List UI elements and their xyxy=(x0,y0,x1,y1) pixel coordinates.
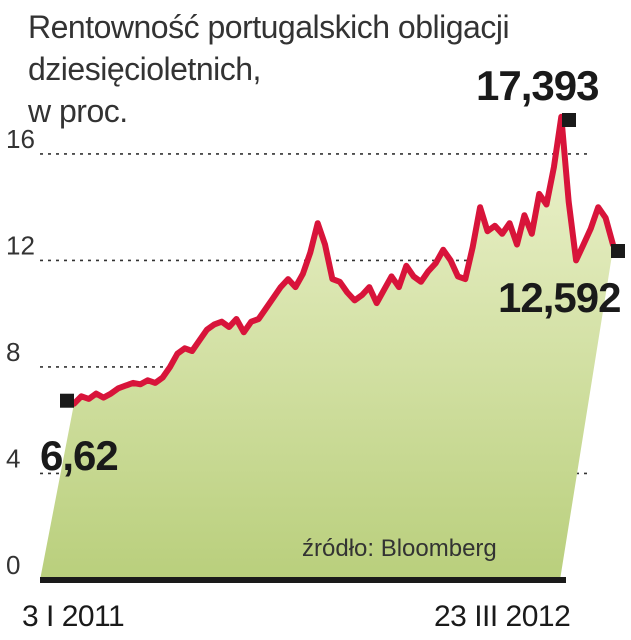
data-point xyxy=(241,330,246,335)
data-point xyxy=(204,327,209,332)
data-point xyxy=(123,383,128,388)
data-point xyxy=(101,395,106,400)
data-point xyxy=(256,317,261,321)
data-point xyxy=(455,274,460,279)
data-point xyxy=(433,261,438,266)
data-point xyxy=(492,223,497,228)
callouts: 6,62 17,393 12,592 xyxy=(40,62,625,479)
data-point xyxy=(537,191,542,196)
yield-area-fill xyxy=(40,116,613,581)
data-point xyxy=(219,319,224,324)
data-point xyxy=(345,290,350,295)
data-point xyxy=(227,325,232,329)
chart-title-line-3: w proc. xyxy=(27,93,128,129)
data-point xyxy=(86,396,91,401)
data-point xyxy=(330,277,335,282)
y-axis-ticks: 0 4 8 12 16 xyxy=(6,124,35,580)
y-tick-label: 4 xyxy=(6,443,20,473)
data-point xyxy=(551,165,556,170)
data-point xyxy=(234,317,239,321)
data-point xyxy=(153,380,158,385)
callout-label: 17,393 xyxy=(476,62,598,109)
data-point xyxy=(212,322,217,327)
data-point xyxy=(603,215,608,220)
data-point xyxy=(190,349,195,353)
data-point xyxy=(448,258,453,263)
chart-title-line-2: dziesięcioletnich, xyxy=(28,51,261,87)
data-point xyxy=(264,306,268,311)
data-point xyxy=(507,221,512,226)
data-point xyxy=(352,298,357,303)
data-point xyxy=(286,277,291,282)
data-point xyxy=(108,391,113,396)
data-point xyxy=(138,382,143,387)
data-point xyxy=(145,378,150,383)
data-point xyxy=(566,199,571,204)
data-point xyxy=(337,279,342,284)
data-point xyxy=(323,242,327,247)
x-start-date: 3 I 2011 xyxy=(22,600,124,633)
data-points xyxy=(72,114,615,406)
data-point xyxy=(404,263,409,268)
data-point xyxy=(131,380,136,385)
data-point xyxy=(441,247,446,252)
y-tick-label: 8 xyxy=(6,337,20,367)
y-tick-label: 0 xyxy=(6,550,20,580)
data-point xyxy=(271,295,276,300)
data-point xyxy=(411,274,416,279)
data-point xyxy=(79,394,84,399)
data-point xyxy=(596,205,601,210)
data-point xyxy=(374,301,379,306)
data-point xyxy=(182,346,187,351)
data-point xyxy=(94,391,99,396)
data-point xyxy=(175,351,180,356)
data-point xyxy=(419,279,423,284)
data-point xyxy=(478,205,483,210)
data-point xyxy=(500,231,505,236)
data-point xyxy=(470,245,475,250)
callout-marker xyxy=(60,393,74,408)
data-point xyxy=(485,229,490,234)
data-point xyxy=(544,202,549,207)
data-point xyxy=(367,285,372,290)
data-point xyxy=(249,319,254,324)
data-point xyxy=(293,285,298,290)
data-point xyxy=(116,386,121,391)
data-point xyxy=(389,274,394,279)
data-point xyxy=(396,285,401,290)
data-point xyxy=(168,365,172,369)
callout-marker xyxy=(562,113,576,127)
y-tick-label: 12 xyxy=(6,230,35,260)
data-point xyxy=(308,250,313,255)
chart-title-line-1: Rentowność portugalskich obligacji xyxy=(28,9,509,45)
data-point xyxy=(426,269,431,274)
data-point xyxy=(360,293,364,298)
data-point xyxy=(522,213,527,218)
yield-line xyxy=(71,113,616,407)
x-end-date: 23 III 2012 xyxy=(434,600,570,633)
y-tick-label: 16 xyxy=(6,124,35,154)
data-point xyxy=(588,226,593,231)
callout-label: 12,592 xyxy=(498,274,620,321)
data-point xyxy=(515,242,519,247)
source-note: źródło: Bloomberg xyxy=(302,535,497,562)
data-point xyxy=(382,287,387,292)
callout-marker xyxy=(611,244,625,258)
data-point xyxy=(160,375,165,380)
data-point xyxy=(278,285,283,290)
data-point xyxy=(574,258,579,263)
data-point xyxy=(463,277,468,282)
data-point xyxy=(300,271,305,276)
data-point xyxy=(529,231,534,236)
data-point xyxy=(197,338,202,343)
data-point xyxy=(581,242,586,247)
callout-label: 6,62 xyxy=(40,432,118,479)
data-point xyxy=(315,221,320,226)
